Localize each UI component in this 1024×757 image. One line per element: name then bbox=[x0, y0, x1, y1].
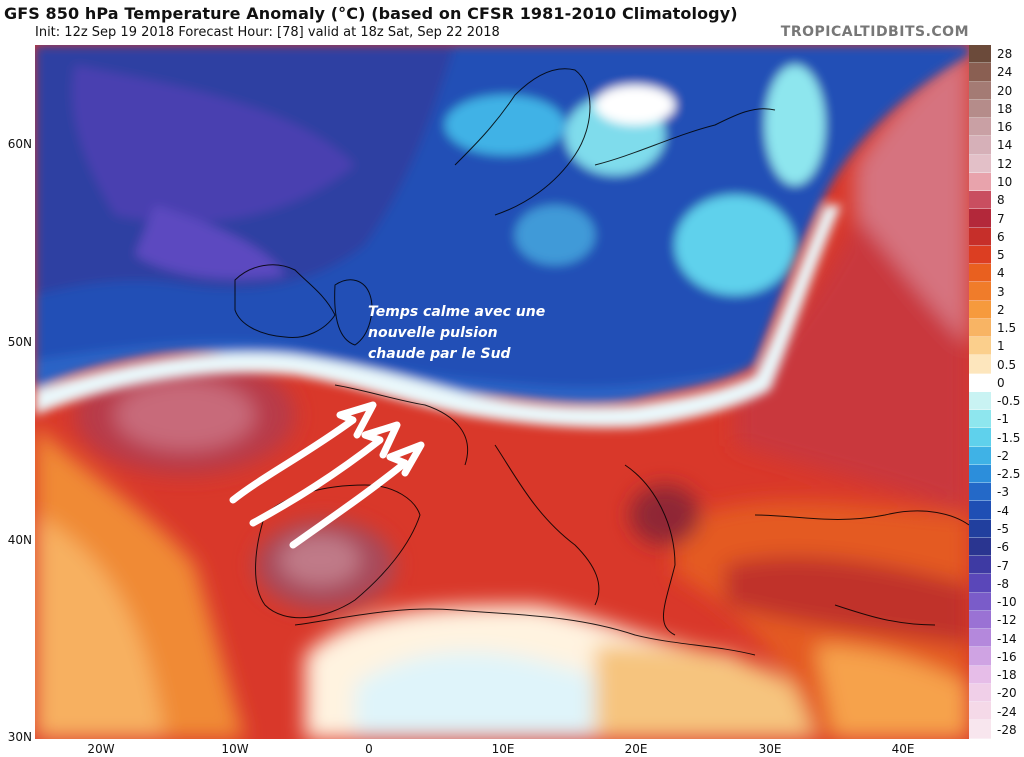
lon-label: 0 bbox=[365, 742, 373, 756]
map-annotation: Temps calme avec une nouvelle pulsion ch… bbox=[368, 302, 545, 365]
colorbar-swatch bbox=[969, 428, 991, 447]
colorbar-swatch bbox=[969, 464, 991, 483]
arrow-icons bbox=[229, 401, 425, 549]
colorbar-swatch bbox=[969, 355, 991, 374]
forecast-subtitle: Init: 12z Sep 19 2018 Forecast Hour: [78… bbox=[35, 25, 500, 40]
colorbar-tick-label: -24 bbox=[997, 704, 1017, 719]
colorbar-swatch bbox=[969, 556, 991, 575]
colorbar-tick-label: -6 bbox=[997, 540, 1009, 555]
colorbar-tick-label: 28 bbox=[997, 47, 1013, 62]
colorbar-swatch bbox=[969, 245, 991, 264]
colorbar-tick-label: 10 bbox=[997, 174, 1013, 189]
colorbar-swatch bbox=[969, 683, 991, 702]
colorbar-tick-label: 1.5 bbox=[997, 321, 1017, 336]
lon-label: 10E bbox=[491, 742, 515, 756]
colorbar-tick-label: -18 bbox=[997, 668, 1017, 683]
colorbar-tick-label: 4 bbox=[997, 266, 1005, 281]
colorbar-swatch bbox=[969, 191, 991, 210]
colorbar-swatch bbox=[969, 172, 991, 191]
colorbar-swatch bbox=[969, 629, 991, 648]
colorbar-tick-label: 18 bbox=[997, 101, 1013, 116]
colorbar-tick-label: 16 bbox=[997, 120, 1013, 135]
colorbar-tick-label: -1.5 bbox=[997, 430, 1021, 445]
lon-label: 10W bbox=[221, 742, 249, 756]
colorbar-tick-label: -7 bbox=[997, 558, 1009, 573]
colorbar-swatch bbox=[969, 63, 991, 82]
colorbar-swatch bbox=[969, 154, 991, 173]
colorbar-tick-label: -12 bbox=[997, 613, 1017, 628]
annotation-line-2: nouvelle pulsion bbox=[368, 325, 498, 341]
colorbar-tick-label: 14 bbox=[997, 138, 1013, 153]
colorbar-tick-label: 2 bbox=[997, 302, 1005, 317]
lat-label: 30N bbox=[7, 730, 32, 744]
colorbar-swatch bbox=[969, 647, 991, 666]
colorbar-tick-label: 1 bbox=[997, 339, 1005, 354]
colorbar-swatch bbox=[969, 81, 991, 100]
colorbar-tick-label: 0 bbox=[997, 375, 1005, 390]
annotation-line-3: chaude par le Sud bbox=[368, 346, 511, 362]
colorbar-swatch bbox=[969, 300, 991, 319]
colorbar-swatch bbox=[969, 537, 991, 556]
lat-label: 50N bbox=[7, 335, 32, 349]
colorbar-tick-label: -4 bbox=[997, 503, 1009, 518]
anomaly-map bbox=[35, 45, 969, 739]
colorbar-swatch bbox=[969, 519, 991, 538]
colorbar-swatch bbox=[969, 574, 991, 593]
lon-label: 30E bbox=[758, 742, 782, 756]
colorbar bbox=[969, 45, 991, 739]
chart-title: GFS 850 hPa Temperature Anomaly (°C) (ba… bbox=[4, 4, 738, 23]
colorbar-swatch bbox=[969, 483, 991, 502]
colorbar-tick-label: -10 bbox=[997, 595, 1017, 610]
colorbar-tick-label: 8 bbox=[997, 193, 1005, 208]
colorbar-swatch bbox=[969, 209, 991, 228]
lon-label: 20W bbox=[87, 742, 115, 756]
colorbar-swatch bbox=[969, 410, 991, 429]
colorbar-swatch bbox=[969, 446, 991, 465]
colorbar-tick-label: 20 bbox=[997, 83, 1013, 98]
colorbar-swatch bbox=[969, 720, 991, 739]
colorbar-tick-label: -2.5 bbox=[997, 467, 1021, 482]
colorbar-tick-label: -0.5 bbox=[997, 394, 1021, 409]
colorbar-swatch bbox=[969, 592, 991, 611]
colorbar-tick-label: -16 bbox=[997, 649, 1017, 664]
colorbar-swatch bbox=[969, 264, 991, 283]
colorbar-swatch bbox=[969, 501, 991, 520]
colorbar-tick-label: 3 bbox=[997, 284, 1005, 299]
anomaly-field-svg bbox=[35, 45, 969, 739]
colorbar-tick-label: 24 bbox=[997, 65, 1013, 80]
colorbar-swatch bbox=[969, 373, 991, 392]
annotation-line-1: Temps calme avec une bbox=[368, 304, 546, 320]
lon-label: 20E bbox=[624, 742, 648, 756]
colorbar-tick-label: -1 bbox=[997, 412, 1009, 427]
colorbar-swatch bbox=[969, 665, 991, 684]
colorbar-tick-label: 6 bbox=[997, 229, 1005, 244]
colorbar-swatch bbox=[969, 118, 991, 137]
colorbar-swatch bbox=[969, 136, 991, 155]
colorbar-swatch bbox=[969, 610, 991, 629]
colorbar-swatch bbox=[969, 391, 991, 410]
colorbar-swatch bbox=[969, 702, 991, 721]
lat-label: 40N bbox=[7, 533, 32, 547]
colorbar-tick-label: 5 bbox=[997, 248, 1005, 263]
lat-label: 60N bbox=[7, 137, 32, 151]
colorbar-tick-label: -3 bbox=[997, 485, 1009, 500]
colorbar-swatch bbox=[969, 45, 991, 64]
colorbar-swatch bbox=[969, 99, 991, 118]
colorbar-tick-label: 7 bbox=[997, 211, 1005, 226]
colorbar-tick-label: -28 bbox=[997, 722, 1017, 737]
colorbar-tick-label: -2 bbox=[997, 448, 1009, 463]
colorbar-tick-label: -14 bbox=[997, 631, 1017, 646]
colorbar-tick-label: -8 bbox=[997, 576, 1009, 591]
colorbar-tick-label: 12 bbox=[997, 156, 1013, 171]
colorbar-swatch bbox=[969, 337, 991, 356]
colorbar-swatch bbox=[969, 282, 991, 301]
colorbar-tick-label: 0.5 bbox=[997, 357, 1017, 372]
colorbar-tick-label: -5 bbox=[997, 521, 1009, 536]
brand-watermark: TROPICALTIDBITS.COM bbox=[780, 24, 969, 40]
colorbar-tick-label: -20 bbox=[997, 686, 1017, 701]
lon-label: 40E bbox=[891, 742, 915, 756]
colorbar-swatch bbox=[969, 227, 991, 246]
colorbar-swatch bbox=[969, 318, 991, 337]
